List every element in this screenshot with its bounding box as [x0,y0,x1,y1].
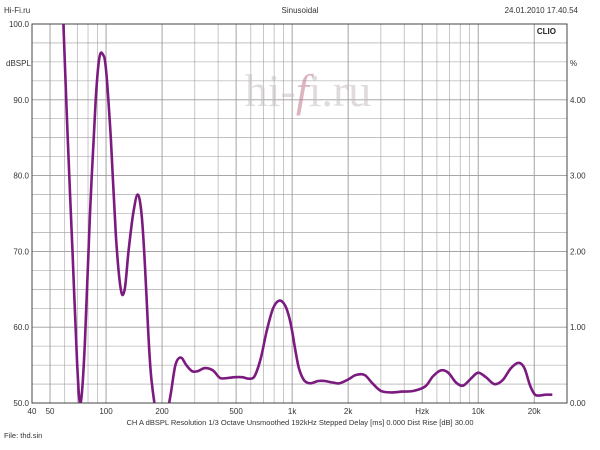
y-tick-label: 50.0 [13,399,29,408]
x-tick-label: 50 [46,407,55,416]
thd-curve [62,24,553,403]
plot-frame [31,23,568,404]
y-tick-label-right: 2.00 [570,247,586,256]
y-tick-label-right: 4.00 [570,96,586,105]
y-tick-label: 90.0 [13,96,29,105]
x-tick-label: 100 [99,407,113,416]
x-tick-label: 1k [288,407,297,416]
watermark: hi-fi.ru [245,65,372,116]
y-axis-label-left: dBSPL [6,59,31,68]
y-tick-label-right: 1.00 [570,323,586,332]
watermark-suffix: i.ru [309,65,372,116]
header-timestamp: 24.01.2010 17.40.54 [504,6,578,15]
watermark-prefix: hi- [245,65,296,116]
header-measurement-type: Sinusoidal [281,6,319,15]
x-axis-label: Hzk [415,407,430,416]
x-tick-label: 2k [344,407,353,416]
series-layer [62,24,553,403]
x-tick-label: 500 [229,407,243,416]
y-tick-label: 70.0 [13,247,29,256]
y-tick-label: 60.0 [13,323,29,332]
y-tick-label: 80.0 [13,172,29,181]
axis-labels: 40 50 100 200 500 1k 2k 10k 20k Hzk 100.0 90.0 80.0 7… [9,20,586,416]
brand-label: CLIO [537,27,556,36]
x-tick-label: 10k [472,407,486,416]
y-tick-label-right: 0.00 [570,399,586,408]
x-tick-label: 200 [155,407,169,416]
x-tick-label: 20k [528,407,542,416]
x-tick-label: 40 [28,407,37,416]
measurement-settings: CH A dBSPL Resolution 1/3 Octave Unsmoot… [126,418,474,427]
y-tick-label: 100.0 [9,20,30,29]
header-source: Hi-Fi.ru [4,6,31,15]
y-axis-label-right: % [570,59,577,68]
y-tick-label-right: 3.00 [570,172,586,181]
file-name: File: thd.sin [4,431,43,440]
